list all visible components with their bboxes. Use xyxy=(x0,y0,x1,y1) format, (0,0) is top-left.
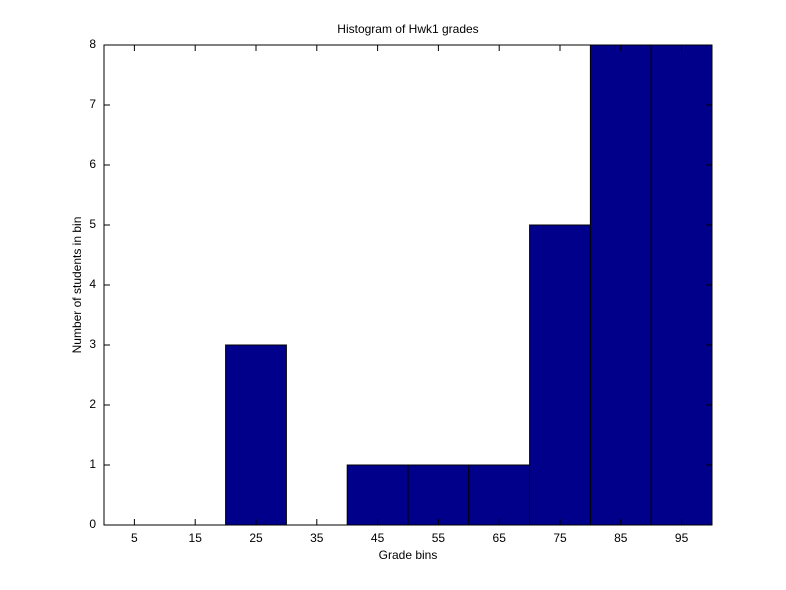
bar xyxy=(407,464,470,526)
bar xyxy=(346,464,409,526)
bar xyxy=(529,224,591,526)
x-tick-label: 5 xyxy=(131,531,138,545)
y-tick-label: 3 xyxy=(89,337,96,351)
y-axis-label: Number of students in bin xyxy=(70,217,84,354)
y-tick-label: 7 xyxy=(89,97,96,111)
y-tick-label: 1 xyxy=(89,457,96,471)
bar xyxy=(225,344,287,526)
y-tick-label: 2 xyxy=(89,397,96,411)
x-tick-label: 95 xyxy=(675,531,689,545)
x-tick-label: 85 xyxy=(614,531,628,545)
y-tick-label: 8 xyxy=(89,37,96,51)
bar xyxy=(650,44,713,526)
y-tick-label: 5 xyxy=(89,217,96,231)
x-tick-label: 25 xyxy=(249,531,263,545)
x-tick-label: 75 xyxy=(553,531,567,545)
bar xyxy=(468,464,531,526)
bar xyxy=(589,44,652,526)
x-tick-label: 65 xyxy=(493,531,507,545)
chart-title: Histogram of Hwk1 grades xyxy=(337,22,478,36)
x-tick-label: 15 xyxy=(189,531,203,545)
x-axis-label: Grade bins xyxy=(379,548,438,562)
y-tick-label: 6 xyxy=(89,157,96,171)
x-tick-label: 35 xyxy=(310,531,324,545)
x-tick-label: 45 xyxy=(371,531,385,545)
y-tick-label: 0 xyxy=(89,517,96,531)
y-tick-label: 4 xyxy=(89,277,96,291)
x-tick-label: 55 xyxy=(432,531,446,545)
